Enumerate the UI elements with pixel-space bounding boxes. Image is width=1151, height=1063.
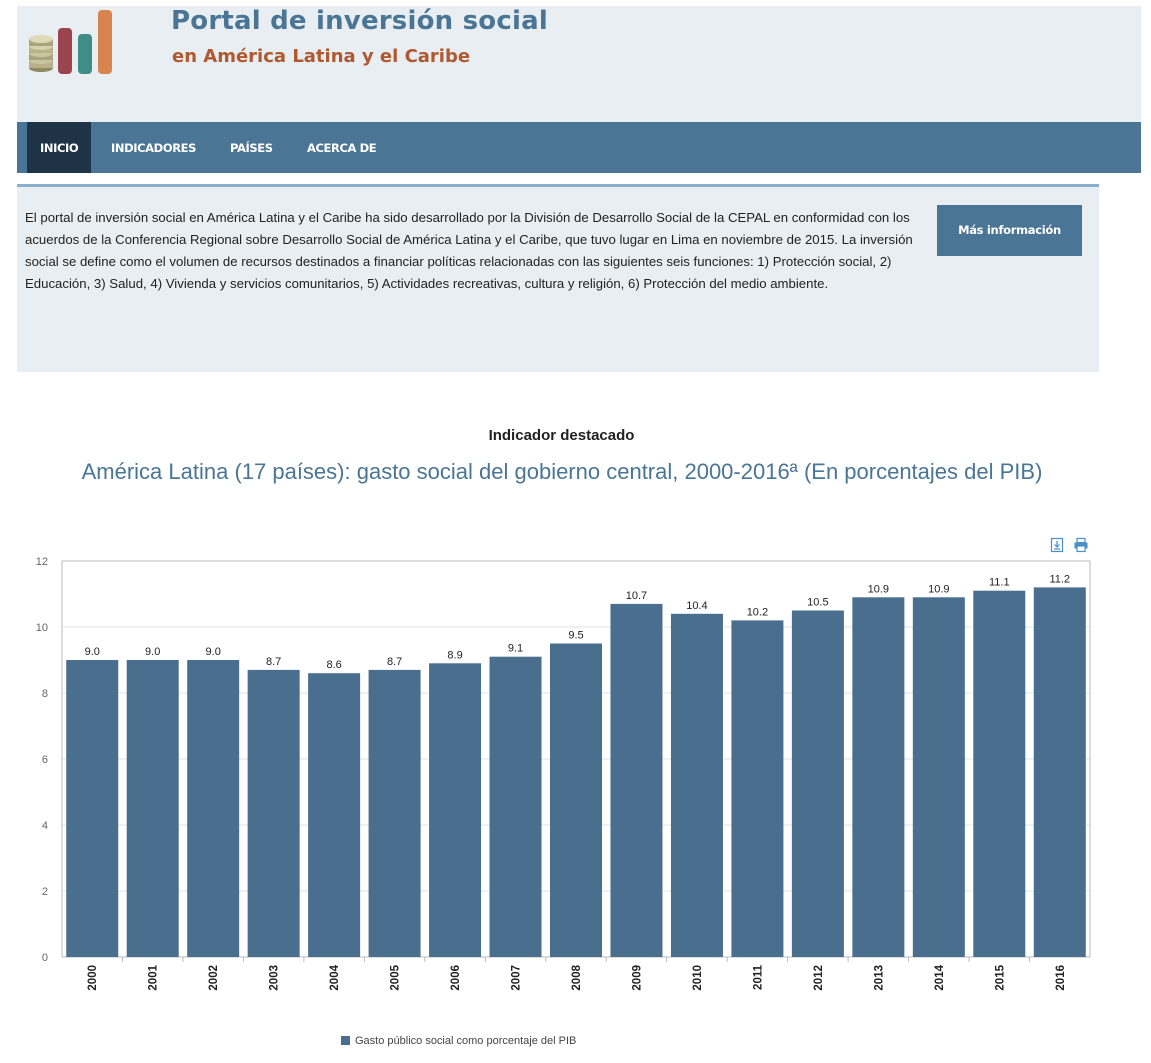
x-tick-label: 2005 (390, 964, 402, 990)
bar (973, 590, 1026, 957)
y-tick-label: 8 (42, 688, 48, 700)
x-tick-label: 2006 (450, 965, 462, 991)
x-tick-label: 2010 (692, 965, 704, 991)
data-label: 9.0 (85, 646, 100, 658)
data-label: 10.9 (868, 583, 889, 595)
x-tick-label: 2014 (934, 964, 946, 990)
data-label: 10.5 (807, 597, 828, 609)
y-tick-label: 0 (42, 952, 48, 964)
nav-item-paises[interactable]: PAÍSES (230, 141, 273, 155)
data-label: 9.1 (508, 643, 523, 655)
nav-item-indicadores[interactable]: INDICADORES (111, 141, 196, 155)
y-tick-label: 10 (36, 622, 48, 634)
download-icon[interactable] (1049, 537, 1065, 553)
legend-label: Gasto público social como porcentaje del… (355, 1035, 576, 1047)
intro-text: El portal de inversión social en América… (25, 210, 913, 291)
x-tick-label: 2002 (208, 965, 220, 991)
x-tick-label: 2008 (571, 964, 583, 990)
site-subtitle: en América Latina y el Caribe (172, 46, 471, 67)
x-tick-label: 2013 (873, 965, 885, 991)
data-label: 11.1 (989, 577, 1010, 589)
x-tick-label: 2007 (511, 965, 523, 991)
data-label: 9.0 (206, 646, 221, 658)
bar (912, 597, 965, 957)
featured-indicator-label: Indicador destacado (488, 427, 635, 444)
x-tick-label: 2009 (631, 965, 643, 991)
data-label: 8.7 (266, 656, 281, 668)
nav-item-acerca-de[interactable]: ACERCA DE (307, 141, 377, 155)
x-tick-label: 2003 (269, 965, 281, 991)
bar (549, 643, 603, 957)
data-label: 10.9 (928, 583, 949, 595)
bar (1033, 587, 1086, 957)
x-tick-label: 2000 (87, 965, 99, 991)
data-label: 8.7 (387, 656, 402, 668)
data-label: 10.7 (626, 590, 647, 602)
logo (29, 10, 112, 74)
data-label: 9.5 (568, 630, 583, 642)
data-label: 9.0 (145, 646, 160, 658)
bar (852, 597, 905, 957)
chart-title: América Latina (17 países): gasto social… (81, 459, 1043, 484)
y-tick-label: 4 (42, 820, 48, 832)
y-tick-label: 6 (42, 754, 48, 766)
data-label: 10.4 (686, 600, 707, 612)
bar (610, 603, 663, 957)
bar (66, 660, 119, 957)
bar (731, 620, 784, 957)
bar (670, 613, 723, 957)
more-info-button[interactable]: Más información (937, 205, 1082, 256)
bar (368, 669, 421, 957)
bar (308, 673, 361, 957)
intro-panel: El portal de inversión social en América… (17, 184, 1099, 372)
bar (247, 669, 300, 957)
site-header: Portal de inversión social en América La… (17, 6, 1141, 122)
data-label: 10.2 (747, 606, 768, 618)
print-icon[interactable] (1073, 537, 1089, 553)
x-tick-label: 2001 (148, 964, 160, 990)
nav-item-inicio[interactable]: INICIO (27, 122, 92, 173)
y-tick-label: 12 (36, 556, 48, 568)
x-tick-label: 2016 (1055, 965, 1067, 991)
data-label: 8.6 (326, 659, 341, 671)
bar (187, 660, 240, 957)
bar (429, 663, 482, 957)
coin-stack-icon (29, 35, 53, 72)
x-tick-label: 2011 (752, 964, 764, 990)
data-label: 11.2 (1049, 573, 1070, 585)
site-title[interactable]: Portal de inversión social (171, 6, 548, 36)
bar (126, 660, 179, 957)
bar (489, 656, 542, 957)
x-tick-label: 2012 (813, 965, 825, 991)
legend-swatch (341, 1036, 350, 1045)
y-tick-label: 2 (42, 886, 48, 898)
x-tick-label: 2004 (329, 964, 341, 990)
bar (791, 610, 844, 957)
main-nav: INICIO INDICADORES PAÍSES ACERCA DE (17, 122, 1141, 173)
x-tick-label: 2015 (994, 964, 1006, 990)
data-label: 8.9 (447, 649, 462, 661)
